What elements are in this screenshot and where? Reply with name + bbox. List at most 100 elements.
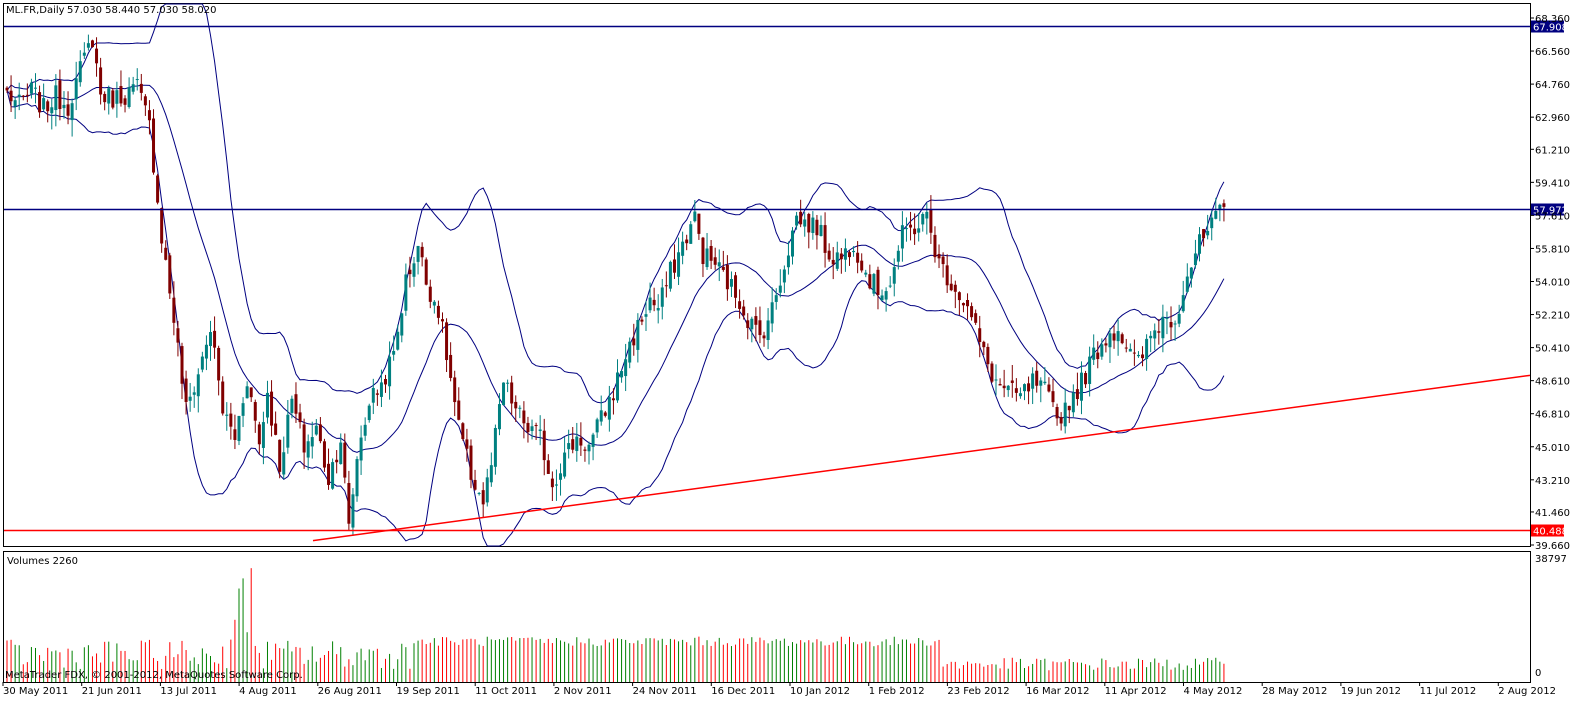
ohlc-readout: 57.030 58.440 57.030 58.020 (67, 5, 217, 16)
candle (945, 254, 949, 293)
date-tick-label: 16 Dec 2011 (711, 686, 775, 697)
candle (473, 469, 477, 491)
candle (375, 389, 379, 406)
candle (791, 227, 795, 265)
candle (465, 428, 469, 462)
candle (209, 320, 212, 361)
candle (1039, 377, 1043, 403)
candle (1027, 376, 1031, 405)
candle (603, 410, 607, 418)
candle (449, 342, 453, 382)
candle (1088, 346, 1092, 397)
candle (33, 73, 37, 104)
level-tag-label: 40.488 (1533, 527, 1568, 538)
candle (432, 300, 436, 314)
level-line[interactable]: 40.488 (4, 524, 1568, 538)
candle (717, 249, 721, 282)
candle (416, 245, 420, 275)
price-tick-label: 45.010 (1535, 443, 1570, 454)
level-tag (1531, 20, 1564, 33)
candle (656, 294, 660, 324)
candle (636, 313, 640, 363)
horizontal-levels[interactable]: 67.908 57.972 40.488 (4, 20, 1568, 538)
candle (514, 395, 518, 422)
candle (567, 429, 571, 459)
candle (196, 368, 200, 413)
candle (734, 272, 738, 309)
candle (485, 468, 489, 507)
date-tick-label: 24 Nov 2011 (633, 686, 697, 697)
candle (1198, 227, 1202, 262)
candle (1169, 306, 1173, 340)
candle (888, 276, 892, 289)
candle (904, 217, 908, 242)
candle (270, 380, 274, 437)
candle (302, 418, 306, 469)
date-tick-label: 21 Jun 2011 (82, 686, 142, 697)
candle (322, 438, 326, 472)
candle (46, 99, 50, 123)
candle (351, 488, 355, 536)
candle (941, 252, 945, 278)
candle (1222, 199, 1226, 222)
price-tick-label: 57.610 (1535, 211, 1570, 222)
date-tick-label: 19 Jun 2012 (1341, 686, 1401, 697)
candle (42, 83, 46, 112)
candle (95, 37, 99, 77)
candle (188, 382, 192, 412)
candle (412, 257, 416, 287)
candle (200, 351, 204, 373)
candle (502, 382, 506, 406)
candle (575, 422, 579, 462)
candle (534, 422, 538, 441)
candle (852, 246, 856, 257)
candle (978, 315, 982, 358)
candle (754, 307, 758, 342)
level-line[interactable]: 57.972 (4, 203, 1568, 217)
candle (237, 415, 241, 446)
candle (782, 265, 786, 294)
candle (880, 289, 884, 301)
candle (1018, 387, 1022, 399)
candle (681, 231, 685, 265)
candle (13, 97, 17, 119)
candle (294, 382, 298, 423)
candle (379, 369, 383, 408)
candle (445, 318, 449, 372)
candle (388, 341, 392, 400)
candle (620, 370, 624, 383)
support-trendline[interactable] (312, 374, 1531, 542)
candle (111, 88, 115, 110)
candle (917, 213, 921, 242)
price-tick-label: 52.210 (1535, 311, 1570, 322)
level-tag (1531, 524, 1564, 537)
candle (38, 85, 42, 118)
candle (835, 241, 839, 271)
candle (192, 386, 196, 408)
candle (957, 291, 961, 316)
candle (99, 57, 103, 105)
trendline[interactable] (312, 374, 1531, 542)
candle (184, 370, 188, 415)
candle (90, 39, 94, 48)
candle (66, 91, 70, 125)
candle (868, 264, 872, 290)
candle (839, 247, 843, 274)
candle (546, 454, 550, 475)
candle (339, 433, 343, 465)
candle (966, 293, 970, 320)
candle (1100, 338, 1104, 360)
candle (233, 414, 237, 450)
candle (721, 250, 725, 272)
candle (265, 380, 269, 424)
level-line[interactable]: 67.908 (4, 20, 1568, 34)
candle (522, 401, 526, 439)
candle (1112, 325, 1116, 349)
candle (900, 211, 904, 262)
candle (579, 422, 583, 456)
candle (1067, 405, 1071, 424)
candle (86, 34, 90, 51)
candle (1014, 378, 1018, 402)
price-tick-label: 68.360 (1535, 14, 1570, 25)
